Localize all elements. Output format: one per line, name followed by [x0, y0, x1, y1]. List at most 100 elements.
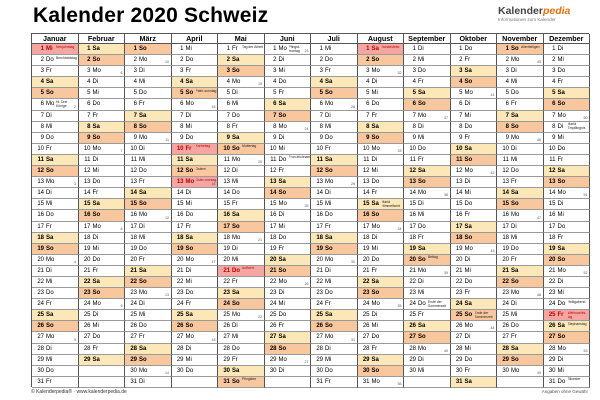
weekday-label: Di [46, 190, 52, 197]
weekday-label: Fr [557, 156, 564, 163]
weekday-label: So [371, 290, 380, 297]
day-cell: 17 Mi [264, 221, 311, 233]
day-number: 14 [269, 190, 277, 197]
day-number: 20 [223, 256, 230, 263]
weekday-label: Mi [325, 278, 332, 285]
day-cell: 4 Fr [404, 77, 451, 89]
day-cell: 26 Do [497, 321, 544, 333]
day-cell: 2 Do [311, 55, 358, 67]
weekday-label: Do [185, 290, 194, 297]
weekday-label: Fr [464, 134, 471, 141]
weekday-label: Do [464, 278, 473, 285]
weekday-label: So [92, 290, 101, 297]
day-cell: 15 Mi [32, 199, 79, 211]
weekday-label: Sa [325, 79, 333, 86]
day-number: 13 [37, 179, 44, 186]
day-number: 6 [552, 101, 556, 108]
weekday-label: Fr [139, 179, 145, 186]
weekday-label: Mi [46, 201, 53, 208]
weekday-label: Do [325, 134, 333, 141]
day-number: 5 [412, 90, 416, 97]
weekday-label: So [139, 123, 147, 130]
day-cell: 11 Sa [311, 154, 358, 167]
week-number: 8 [120, 226, 123, 231]
day-number: 28 [176, 345, 184, 352]
weekday-label: Di [464, 256, 471, 263]
day-number: 12 [548, 168, 556, 175]
day-cell: 21 Do Auffahrt [218, 265, 265, 277]
day-cell: 19 Sa [543, 243, 590, 255]
weekday-label: Mo [278, 123, 287, 130]
weekday-label: Mo [371, 145, 380, 152]
day-cell: 12 Do [497, 166, 544, 178]
weekday-label: Mi [511, 234, 518, 241]
day-number: 18 [502, 234, 509, 241]
day-cell: 25 Mi [125, 310, 172, 322]
day-number: 27 [37, 334, 44, 341]
week-number: 4 [74, 259, 76, 264]
day-cell: 10 Mi [264, 143, 311, 155]
day-number: 16 [269, 212, 277, 219]
day-number: 3 [366, 68, 370, 75]
brand-tagline: Informationen zum Kalender [498, 17, 556, 22]
day-number: 28 [502, 345, 509, 352]
day-number: 27 [409, 334, 416, 341]
day-cell: 8 So [125, 121, 172, 133]
day-cell: 9 Di [264, 132, 311, 144]
day-number: 15 [269, 201, 277, 208]
day-number: 14 [176, 190, 184, 197]
weekday-label: Mi [511, 312, 518, 319]
day-number: 13 [223, 179, 230, 186]
day-number: 30 [409, 367, 416, 374]
weekday-label: So [46, 168, 54, 175]
day-number: 22 [83, 278, 91, 285]
weekday-label: Fr [278, 168, 285, 175]
month-header: Oktober [450, 34, 497, 44]
weekday-label: Sa [371, 356, 379, 363]
day-cell: 7 Do [218, 110, 265, 122]
weekday-label: Do [464, 46, 473, 52]
day-number: 19 [316, 245, 323, 252]
day-number: 15 [409, 201, 416, 208]
holiday-note: Allerheiligen [521, 44, 540, 49]
day-number: 9 [366, 134, 370, 141]
weekday-label: Mo [232, 79, 241, 86]
weekday-label: Do [232, 112, 240, 119]
brand-logo[interactable]: Kalenderpedia Informationen zum Kalender [498, 5, 590, 22]
day-number: 2 [133, 57, 137, 64]
week-number: 16 [211, 182, 216, 187]
day-cell: 15 So [125, 199, 172, 211]
weekday-label: Di [371, 79, 378, 86]
day-cell: 11 Mi [125, 154, 172, 167]
day-cell: 10 Fr [32, 143, 79, 155]
day-cell: 27 Do [78, 332, 125, 344]
weekday-label: Mi [278, 145, 285, 152]
day-cell: 6 Mo 15 [171, 99, 218, 111]
day-cell: 6 So [404, 99, 451, 111]
day-number: 5 [133, 90, 137, 97]
day-number: 1 [226, 46, 230, 52]
weekday-label: Mo [557, 112, 566, 119]
weekday-label: Sa [325, 312, 333, 319]
day-number: 24 [176, 301, 184, 308]
day-cell: 12 Do [125, 166, 172, 178]
day-cell: 18 So [450, 232, 497, 244]
day-cell: 16 So [78, 210, 125, 222]
day-cell: 23 So [357, 288, 404, 300]
day-cell: 16 Di [264, 210, 311, 222]
day-cell: 3 Fr [32, 66, 79, 78]
weekday-label: So [92, 212, 101, 219]
weekday-label: So [278, 190, 287, 197]
week-number: 5 [74, 337, 76, 342]
day-number: 4 [133, 79, 137, 86]
day-cell: 8 Di [404, 121, 451, 133]
week-number: 33 [397, 148, 402, 153]
day-cell: 19 Do [497, 243, 544, 255]
day-number: 30 [269, 367, 277, 374]
week-number: 20 [258, 160, 262, 165]
day-cell: 3 Do [404, 66, 451, 78]
weekday-label: Di [511, 68, 517, 75]
day-number: 24 [83, 301, 91, 308]
day-number: 25 [223, 312, 230, 319]
week-number: 6 [120, 71, 123, 76]
